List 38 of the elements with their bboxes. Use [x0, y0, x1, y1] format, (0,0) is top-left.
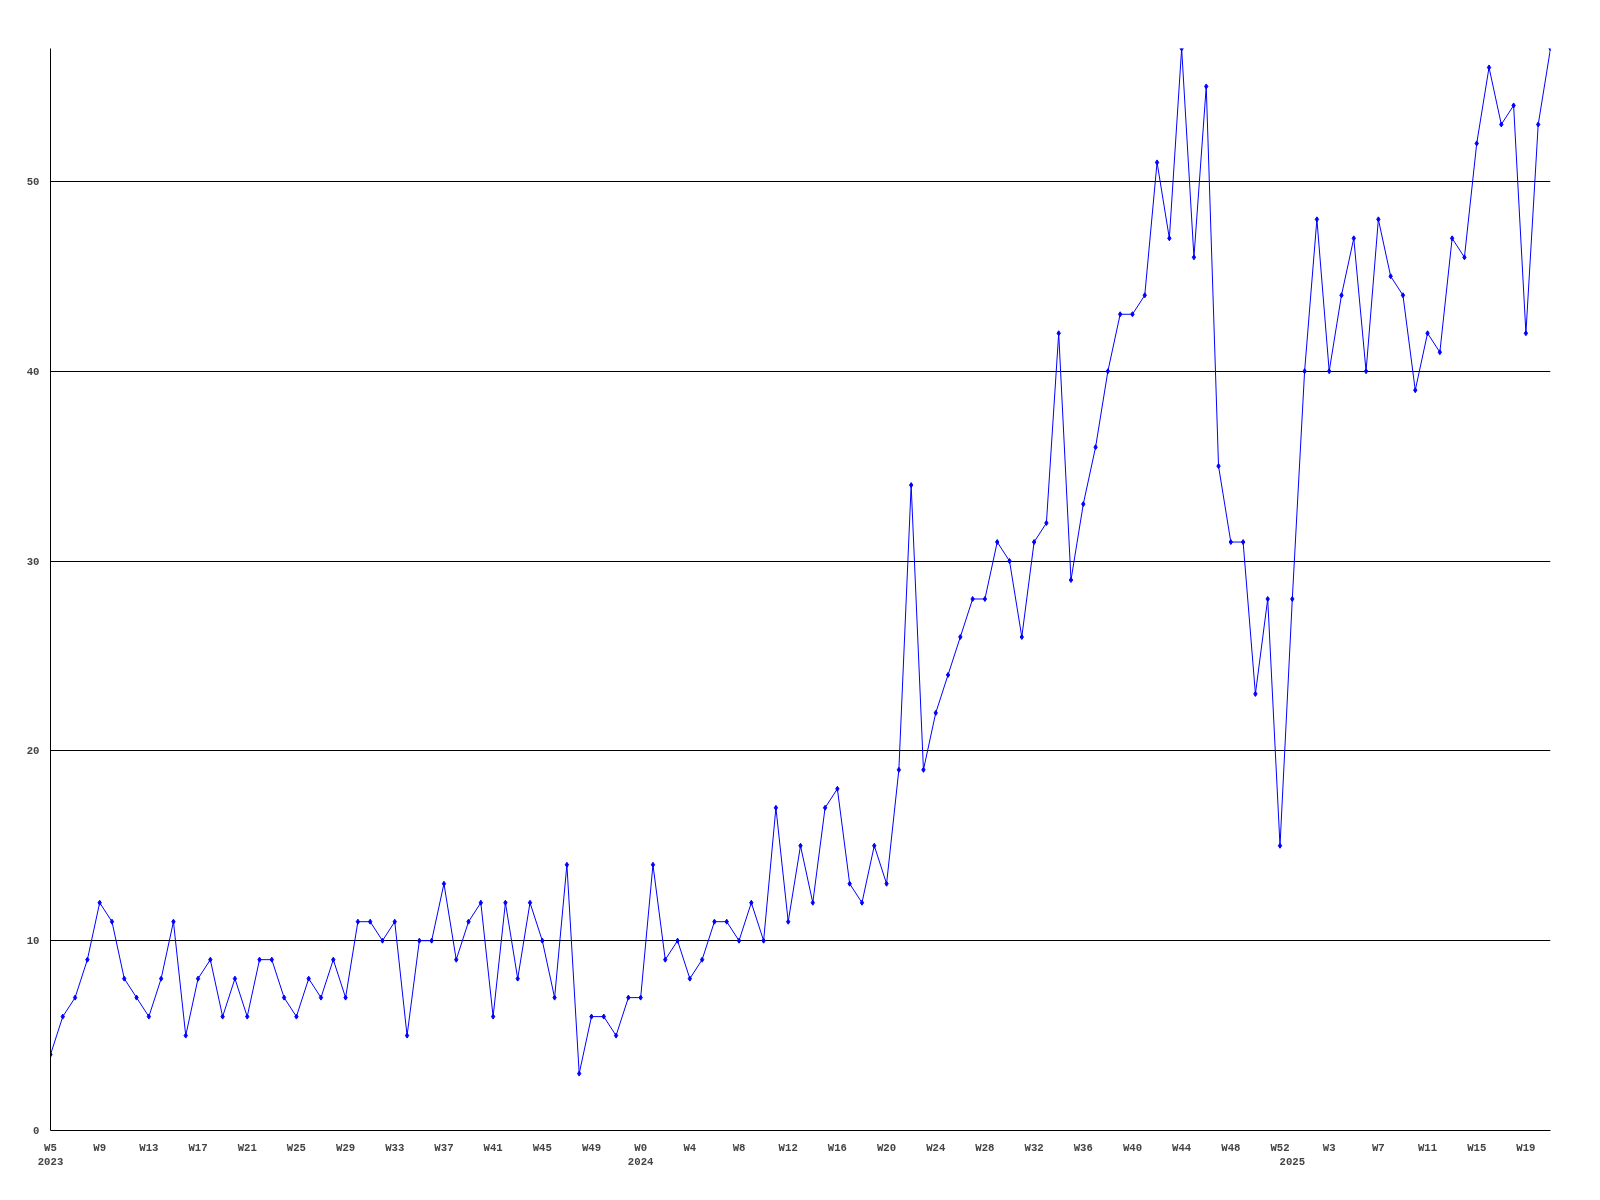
x-tick-label: W40 — [1122, 1141, 1143, 1154]
x-tick-label: W13 — [139, 1141, 159, 1154]
x-tick-label: W19 — [1516, 1141, 1536, 1154]
y-tick-label: 20 — [26, 745, 40, 758]
x-tick-label: W41 — [483, 1141, 503, 1154]
x-tick-label: W4 — [683, 1141, 697, 1154]
x-tick-label: W52 — [1270, 1141, 1290, 1154]
x-tick-label: W25 — [286, 1141, 306, 1154]
x-tick-label: W12 — [778, 1141, 798, 1154]
x-tick-label: W32 — [1024, 1141, 1044, 1154]
x-tick-label: W7 — [1371, 1141, 1385, 1154]
x-tick-label: W20 — [876, 1141, 897, 1154]
x-tick-label: W21 — [237, 1141, 257, 1154]
x-tick-label: W45 — [532, 1141, 552, 1154]
y-tick-label: 10 — [26, 935, 40, 948]
x-tick-label: W48 — [1221, 1141, 1241, 1154]
x-tick-label: W3 — [1322, 1141, 1336, 1154]
y-tick-label: 50 — [26, 175, 40, 188]
x-tick-label: W15 — [1467, 1141, 1487, 1154]
x-tick-label: W17 — [188, 1141, 208, 1154]
x-tick-label: W8 — [732, 1141, 746, 1154]
x-tick-label: W0 2024 — [627, 1141, 655, 1168]
y-tick-label: 30 — [26, 555, 40, 568]
y-tick-label: 40 — [26, 365, 40, 378]
x-tick-label: W5 2023 — [37, 1141, 64, 1168]
x-tick-label: W16 — [827, 1141, 847, 1154]
x-tick-label: W33 — [385, 1141, 405, 1154]
x-tick-label: W9 — [93, 1141, 107, 1154]
x-tick-label: 2025 — [1279, 1155, 1306, 1168]
x-tick-label: W49 — [581, 1141, 602, 1154]
x-tick-label: W36 — [1073, 1141, 1093, 1154]
x-tick-label: W44 — [1172, 1141, 1192, 1154]
y-tick-label: 0 — [33, 1125, 40, 1137]
x-tick-label: W24 — [926, 1141, 946, 1154]
x-tick-label: W11 — [1417, 1141, 1438, 1154]
x-tick-label: W29 — [335, 1141, 356, 1154]
x-tick-label: W28 — [975, 1141, 995, 1154]
x-tick-label: W37 — [434, 1141, 454, 1154]
